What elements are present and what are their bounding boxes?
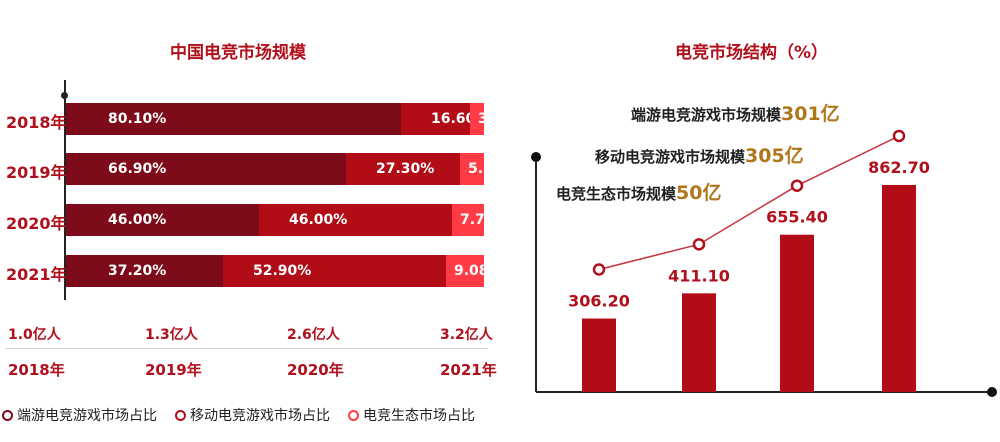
bar-value-label: 5.80%: [468, 161, 484, 177]
bar-value-label: 66.90%: [108, 161, 167, 177]
user-count-label: 3.2亿人: [440, 327, 493, 343]
bar-value-label: 52.90%: [253, 263, 312, 279]
user-year-label: 2021年: [440, 361, 497, 379]
bar-segment: 7.70%: [452, 204, 484, 236]
bar-value-label: 46.00%: [289, 212, 348, 228]
trend-line: [598, 135, 900, 271]
bar-value-label: 80.10%: [108, 111, 167, 127]
bar-segment: 37.20%: [66, 255, 223, 287]
legend-label: 电竞生态市场占比: [363, 408, 475, 424]
bar-value-label: 655.40: [766, 208, 828, 227]
bar-value-label: 7.70%: [460, 212, 484, 228]
bar-value-label: 3.30%: [478, 111, 484, 127]
bar-segment: 5.80%: [460, 153, 484, 185]
bar-segment: 46.00%: [66, 204, 259, 236]
legend-item-mobile: 移动电竞游戏市场占比: [175, 405, 330, 425]
annotation-value: 305亿: [745, 145, 804, 167]
trend-point: [692, 238, 706, 251]
legend-label: 端游电竞游戏市场占比: [17, 408, 157, 424]
y-tick-label: 2018年: [6, 113, 67, 132]
axis-end-dot: [987, 387, 997, 397]
legend-label: 移动电竞游戏市场占比: [190, 408, 330, 424]
bar-value-label: 862.70: [868, 158, 930, 177]
trend-point: [790, 179, 804, 192]
annotation-text: 移动电竞游戏市场规模: [595, 148, 746, 166]
bar-value-label: 16.60%: [431, 111, 470, 127]
user-count-label: 2.6亿人: [287, 327, 340, 343]
bar-value-label: 411.10: [668, 266, 730, 285]
divider-line: [6, 348, 488, 349]
bar-value-label: 27.30%: [376, 161, 435, 177]
user-year-label: 2019年: [145, 361, 202, 379]
left-legend: 端游电竞游戏市场占比 移动电竞游戏市场占比 电竞生态市场占比: [2, 405, 475, 425]
bar-segment: 66.90%: [66, 153, 346, 185]
right-chart-title: 电竞市场结构（%）: [675, 43, 829, 63]
annotation-mobile: 移动电竞游戏市场规模305亿: [595, 141, 804, 168]
bar-segment: 80.10%: [66, 103, 401, 135]
user-year-label: 2020年: [287, 361, 344, 379]
bar-value-label: 306.20: [568, 292, 630, 311]
bar: [882, 184, 916, 392]
legend-ring-icon: [175, 409, 186, 421]
user-year-label: 2018年: [8, 361, 65, 379]
y-tick-label: 2019年: [6, 163, 67, 182]
trend-point: [892, 129, 906, 143]
bar: [582, 318, 616, 392]
y-tick-label: 2020年: [6, 214, 67, 233]
bar: [780, 234, 814, 392]
legend-item-pc: 端游电竞游戏市场占比: [2, 405, 157, 425]
bar-segment: 9.08%: [446, 255, 484, 287]
annotation-text: 电竞生态市场规模: [556, 185, 677, 203]
bar: [682, 293, 716, 392]
annotation-value: 50亿: [676, 182, 722, 204]
bar-segment: 16.60%: [401, 103, 470, 135]
bar-segment: 52.90%: [223, 255, 446, 287]
left-y-axis: [64, 80, 66, 300]
trend-point: [592, 263, 606, 276]
bar-segment: 3.30%: [470, 103, 484, 135]
bar-value-label: 46.00%: [108, 212, 167, 228]
annotation-text: 端游电竞游戏市场规模: [631, 106, 782, 124]
bar-value-label: 37.20%: [108, 263, 167, 279]
legend-ring-icon: [348, 409, 359, 421]
bar-segment: 27.30%: [346, 153, 460, 185]
bar-value-label: 9.08%: [454, 263, 484, 279]
user-count-label: 1.3亿人: [145, 327, 198, 343]
annotation-pc: 端游电竞游戏市场规模301亿: [631, 99, 840, 126]
axis-end-dot: [531, 152, 541, 162]
bar-segment: 46.00%: [259, 204, 452, 236]
left-axis-dot: [61, 92, 68, 99]
y-tick-label: 2021年: [6, 265, 67, 284]
legend-item-ecosystem: 电竞生态市场占比: [348, 405, 475, 425]
legend-ring-icon: [2, 409, 13, 421]
user-count-label: 1.0亿人: [8, 327, 61, 343]
left-chart-title: 中国电竞市场规模: [170, 43, 306, 63]
annotation-ecosystem: 电竞生态市场规模50亿: [556, 178, 721, 205]
annotation-value: 301亿: [781, 103, 840, 125]
